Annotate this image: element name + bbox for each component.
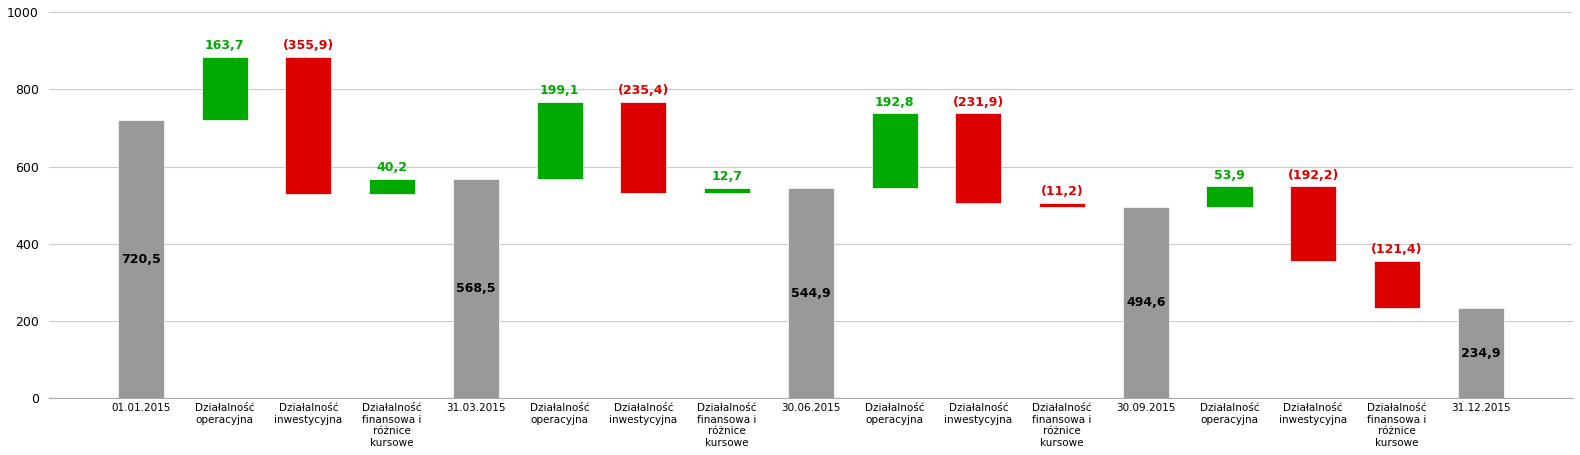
Bar xyxy=(202,57,248,120)
Bar xyxy=(1375,261,1420,308)
Text: (192,2): (192,2) xyxy=(1288,169,1338,182)
Bar xyxy=(788,188,834,399)
Text: (231,9): (231,9) xyxy=(953,96,1003,109)
Text: 234,9: 234,9 xyxy=(1462,347,1501,359)
Bar xyxy=(453,179,499,399)
Bar xyxy=(1458,308,1504,399)
Bar xyxy=(621,102,667,193)
Text: (121,4): (121,4) xyxy=(1371,243,1422,256)
Text: (235,4): (235,4) xyxy=(618,84,668,97)
Bar xyxy=(1123,207,1169,399)
Text: 199,1: 199,1 xyxy=(540,84,580,97)
Bar xyxy=(1207,187,1253,207)
Bar xyxy=(118,120,164,399)
Text: 568,5: 568,5 xyxy=(457,282,496,295)
Text: 494,6: 494,6 xyxy=(1127,296,1166,309)
Bar xyxy=(370,179,416,194)
Bar xyxy=(537,102,583,179)
Text: 720,5: 720,5 xyxy=(122,253,161,266)
Bar xyxy=(1040,203,1085,207)
Bar xyxy=(872,113,918,188)
Text: 53,9: 53,9 xyxy=(1213,169,1245,182)
Text: 40,2: 40,2 xyxy=(376,161,408,174)
Text: (355,9): (355,9) xyxy=(283,39,333,52)
Text: 544,9: 544,9 xyxy=(792,287,831,299)
Text: (11,2): (11,2) xyxy=(1041,185,1084,198)
Bar xyxy=(956,113,1002,203)
Text: 192,8: 192,8 xyxy=(875,96,915,109)
Text: 163,7: 163,7 xyxy=(205,39,245,52)
Bar xyxy=(705,188,750,193)
Bar xyxy=(1291,187,1337,261)
Text: 12,7: 12,7 xyxy=(711,170,743,183)
Bar xyxy=(286,57,332,194)
